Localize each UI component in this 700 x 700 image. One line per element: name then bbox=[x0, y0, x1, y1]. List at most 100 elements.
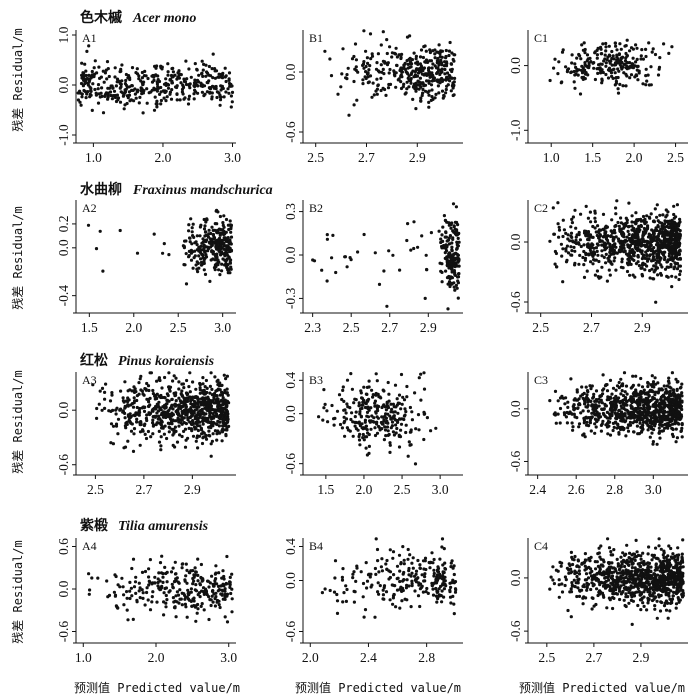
data-point bbox=[184, 410, 188, 414]
data-point bbox=[222, 422, 227, 427]
data-point bbox=[100, 386, 105, 390]
data-point bbox=[184, 405, 188, 410]
data-point bbox=[663, 241, 667, 245]
data-point bbox=[586, 252, 591, 256]
data-point bbox=[600, 81, 604, 85]
data-point bbox=[667, 242, 671, 246]
data-point bbox=[171, 596, 175, 600]
data-point bbox=[222, 230, 226, 235]
data-point bbox=[213, 222, 217, 226]
data-point bbox=[451, 86, 455, 90]
data-point bbox=[658, 213, 662, 217]
data-point bbox=[106, 95, 110, 99]
data-point bbox=[161, 575, 165, 579]
data-point bbox=[200, 83, 205, 87]
data-point bbox=[358, 424, 362, 428]
data-point bbox=[171, 379, 175, 383]
data-point bbox=[644, 220, 648, 224]
data-point bbox=[612, 396, 616, 400]
data-point bbox=[165, 392, 169, 396]
data-point bbox=[574, 235, 578, 239]
data-point bbox=[222, 225, 226, 229]
data-point bbox=[175, 84, 179, 88]
data-point bbox=[344, 599, 348, 604]
data-point bbox=[174, 399, 178, 403]
data-point bbox=[646, 428, 650, 432]
data-point bbox=[133, 399, 137, 403]
data-point bbox=[416, 83, 420, 87]
data-point bbox=[581, 69, 586, 73]
data-point bbox=[227, 77, 231, 81]
data-point bbox=[194, 263, 198, 267]
data-point bbox=[140, 87, 144, 91]
data-point bbox=[357, 434, 361, 439]
data-point bbox=[554, 421, 558, 425]
data-point bbox=[204, 412, 208, 416]
data-point bbox=[392, 415, 396, 419]
data-point bbox=[406, 557, 410, 561]
data-point bbox=[330, 256, 334, 260]
data-point bbox=[218, 420, 222, 424]
data-point bbox=[229, 94, 233, 98]
data-point bbox=[367, 68, 371, 72]
data-point bbox=[600, 407, 604, 412]
data-point bbox=[603, 402, 607, 406]
data-point bbox=[163, 565, 167, 570]
data-point bbox=[207, 429, 211, 433]
data-point bbox=[182, 77, 186, 81]
data-point bbox=[200, 90, 204, 94]
data-point bbox=[133, 580, 138, 584]
data-point bbox=[201, 402, 205, 406]
data-point bbox=[214, 412, 218, 416]
data-point bbox=[215, 254, 219, 258]
data-point bbox=[675, 257, 680, 261]
data-point bbox=[627, 232, 631, 237]
data-point bbox=[667, 51, 671, 56]
data-point bbox=[674, 231, 679, 235]
data-point bbox=[375, 92, 379, 96]
data-point bbox=[329, 74, 334, 78]
data-point bbox=[430, 95, 434, 99]
data-point bbox=[381, 30, 385, 34]
data-point bbox=[613, 41, 617, 45]
data-point bbox=[357, 401, 361, 405]
data-points bbox=[86, 208, 234, 286]
data-point bbox=[188, 390, 192, 394]
data-point bbox=[613, 256, 617, 260]
data-point bbox=[217, 424, 221, 428]
data-point bbox=[224, 377, 228, 381]
data-point bbox=[433, 56, 437, 60]
x-axis-label: 预测值 Predicted value/m bbox=[519, 680, 685, 695]
data-point bbox=[425, 267, 429, 272]
data-point bbox=[141, 596, 145, 601]
data-point bbox=[593, 216, 597, 220]
data-point bbox=[439, 58, 443, 62]
data-point bbox=[139, 388, 143, 392]
data-point bbox=[651, 277, 655, 281]
data-point bbox=[655, 398, 659, 402]
data-points bbox=[548, 371, 684, 446]
data-point bbox=[184, 562, 188, 566]
data-point bbox=[613, 224, 617, 228]
data-point bbox=[184, 252, 188, 256]
data-point bbox=[105, 579, 109, 583]
data-point bbox=[370, 52, 374, 56]
data-point bbox=[646, 73, 650, 77]
data-point bbox=[152, 406, 156, 410]
data-point bbox=[112, 89, 117, 93]
data-point bbox=[162, 600, 166, 604]
data-point bbox=[382, 269, 386, 273]
data-point bbox=[675, 417, 679, 421]
data-point bbox=[449, 275, 453, 279]
data-point bbox=[680, 391, 684, 395]
data-point bbox=[600, 62, 604, 66]
data-point bbox=[211, 589, 215, 593]
data-point bbox=[644, 74, 648, 78]
data-point bbox=[680, 407, 684, 412]
data-point bbox=[111, 86, 115, 90]
data-point bbox=[450, 270, 454, 274]
data-point bbox=[394, 85, 398, 89]
data-point bbox=[572, 403, 576, 407]
data-point bbox=[333, 576, 337, 580]
data-point bbox=[623, 390, 627, 394]
